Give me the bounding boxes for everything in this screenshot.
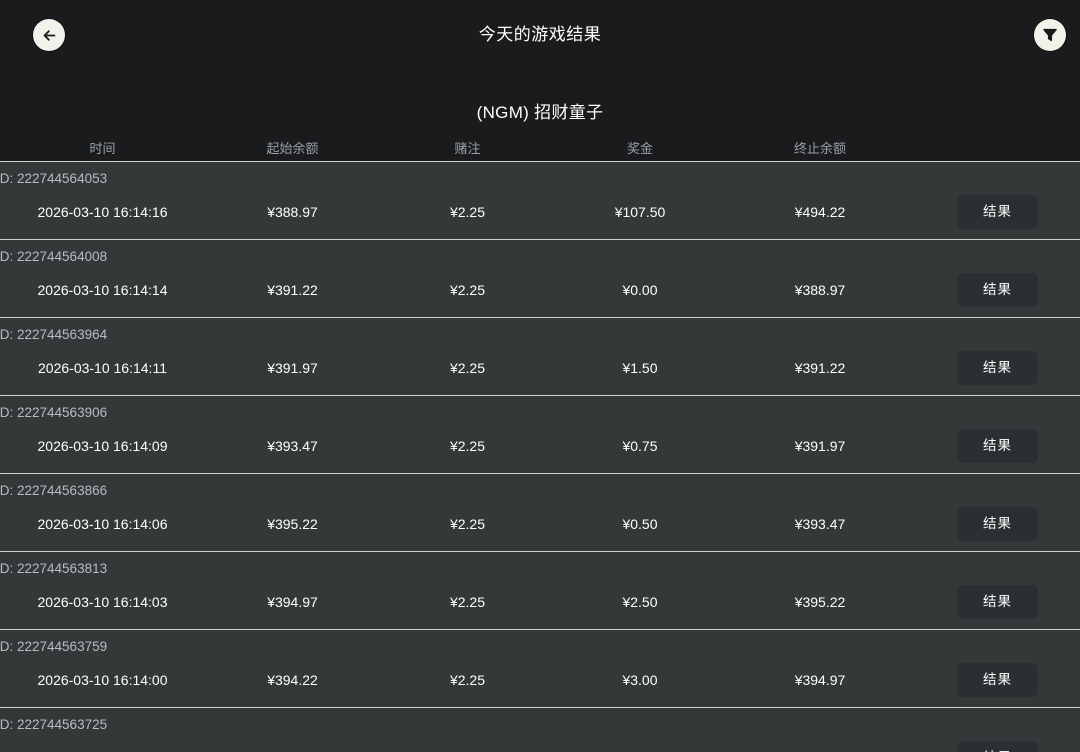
row-values: 2026-03-10 16:14:03 ¥394.97 ¥2.25 ¥2.50 ¥395… — [0, 580, 1080, 624]
cell-action: 结果 — [915, 351, 1080, 385]
cell-win: ¥0.50 — [622, 516, 658, 532]
row-id: ID: 222744563725 — [0, 717, 108, 732]
table-row[interactable]: ID: 222744563866 2026-03-10 16:14:06 ¥395.… — [0, 474, 1080, 552]
cell-bet: ¥2.25 — [449, 516, 486, 532]
cell-start-balance: ¥394.22 — [267, 672, 318, 688]
cell-action: 结果 — [915, 195, 1080, 229]
cell-end-balance: ¥394.22 — [725, 750, 915, 752]
cell-win: ¥2.50 — [622, 594, 658, 610]
cell-win: ¥3.00 — [622, 672, 658, 688]
cell-time: 2026-03-10 16:14:09 — [37, 438, 168, 454]
result-button[interactable]: 结果 — [957, 585, 1038, 619]
table-row[interactable]: ID: 222744563964 2026-03-10 16:14:11 ¥391.… — [0, 318, 1080, 396]
row-id: ID: 222744563813 — [0, 561, 108, 576]
result-button[interactable]: 结果 — [957, 351, 1038, 385]
row-id: ID: 222744563906 — [0, 405, 108, 420]
cell-action: 结果 — [915, 507, 1080, 541]
result-button[interactable]: 结果 — [957, 507, 1038, 541]
cell-start-balance: ¥395.22 — [267, 516, 318, 532]
arrow-left-icon — [41, 27, 58, 44]
cell-start-balance: ¥388.97 — [267, 204, 318, 220]
cell-bet: ¥2.25 — [449, 594, 486, 610]
cell-time: 2026-03-10 16:14:16 — [37, 204, 168, 220]
table-row[interactable]: ID: 222744563813 2026-03-10 16:14:03 ¥394.… — [0, 552, 1080, 630]
cell-time: 2026-03-10 16:13:58 — [0, 750, 205, 752]
cell-end-balance: ¥395.22 — [794, 594, 846, 610]
column-header-start-balance: 起始余额 — [266, 141, 319, 156]
cell-end-balance: ¥394.97 — [794, 672, 846, 688]
column-header-end-balance: 终止余额 — [793, 141, 846, 156]
cell-end-balance: ¥391.97 — [794, 438, 846, 454]
result-button[interactable]: 结果 — [957, 741, 1038, 752]
cell-action: 结果 — [915, 585, 1080, 619]
cell-end-balance: ¥393.47 — [794, 516, 846, 532]
column-header-win: 奖金 — [626, 141, 653, 156]
cell-time: 2026-03-10 16:14:11 — [38, 360, 167, 376]
results-table: 时间 起始余额 赌注 奖金 终止余额 ID: 222744564053 2026-… — [0, 129, 1080, 752]
cell-end-balance: ¥494.22 — [794, 204, 846, 220]
row-values: 2026-03-10 16:13:58¥396.47¥2.25¥0.00¥394… — [0, 736, 1080, 752]
cell-win: ¥0.00 — [622, 282, 658, 298]
cell-time: 2026-03-10 16:14:14 — [37, 282, 168, 298]
cell-bet: ¥2.25 — [449, 672, 486, 688]
top-bar: 今天的游戏结果 — [0, 0, 1080, 70]
cell-end-balance: ¥388.97 — [794, 282, 846, 298]
table-row[interactable]: ID: 222744563906 2026-03-10 16:14:09 ¥393.… — [0, 396, 1080, 474]
table-row[interactable]: ID: 222744563725 2026-03-10 16:13:58¥396.… — [0, 708, 1080, 752]
cell-bet: ¥2.25 — [449, 204, 486, 220]
cell-action: 结果 — [915, 429, 1080, 463]
table-body: ID: 222744564053 2026-03-10 16:14:16 ¥388.… — [0, 161, 1080, 752]
table-row[interactable]: ID: 222744564008 2026-03-10 16:14:14 ¥391.… — [0, 240, 1080, 318]
filter-button[interactable] — [1034, 19, 1066, 51]
row-values: 2026-03-10 16:14:06 ¥395.22 ¥2.25 ¥0.50 ¥393… — [0, 502, 1080, 546]
result-button[interactable]: 结果 — [957, 273, 1038, 307]
cell-time: 2026-03-10 16:14:06 — [37, 516, 168, 532]
row-values: 2026-03-10 16:14:09 ¥393.47 ¥2.25 ¥0.75 ¥391… — [0, 424, 1080, 468]
row-values: 2026-03-10 16:14:11 ¥391.97 ¥2.25 ¥1.50 ¥391… — [0, 346, 1080, 390]
cell-bet: ¥2.25 — [380, 750, 555, 752]
result-button[interactable]: 结果 — [957, 429, 1038, 463]
page-title: 今天的游戏结果 — [478, 25, 602, 44]
cell-action: 结果 — [915, 741, 1080, 752]
cell-win: ¥0.75 — [622, 438, 658, 454]
cell-action: 结果 — [915, 663, 1080, 697]
table-row[interactable]: ID: 222744564053 2026-03-10 16:14:16 ¥388.… — [0, 162, 1080, 240]
cell-bet: ¥2.25 — [449, 438, 486, 454]
table-row[interactable]: ID: 222744563759 2026-03-10 16:14:00 ¥394.… — [0, 630, 1080, 708]
cell-win: ¥0.00 — [555, 750, 725, 752]
cell-win: ¥1.50 — [622, 360, 658, 376]
result-button[interactable]: 结果 — [957, 663, 1038, 697]
cell-win: ¥107.50 — [614, 204, 666, 220]
row-id: ID: 222744564008 — [0, 249, 108, 264]
row-id: ID: 222744564053 — [0, 171, 108, 186]
back-button[interactable] — [33, 19, 65, 51]
row-values: 2026-03-10 16:14:14 ¥391.22 ¥2.25 ¥0.00 ¥388… — [0, 268, 1080, 312]
cell-bet: ¥2.25 — [449, 360, 486, 376]
cell-start-balance: ¥393.47 — [267, 438, 318, 454]
cell-start-balance: ¥394.97 — [267, 594, 318, 610]
cell-time: 2026-03-10 16:14:03 — [37, 594, 168, 610]
cell-start-balance: ¥396.47 — [205, 750, 380, 752]
cell-start-balance: ¥391.22 — [267, 282, 318, 298]
result-button[interactable]: 结果 — [957, 195, 1038, 229]
column-header-time: 时间 — [89, 141, 116, 156]
cell-start-balance: ¥391.97 — [267, 360, 318, 376]
row-values: 2026-03-10 16:14:00 ¥394.22 ¥2.25 ¥3.00 ¥394… — [0, 658, 1080, 702]
cell-end-balance: ¥391.22 — [794, 360, 846, 376]
row-id: ID: 222744563759 — [0, 639, 108, 654]
row-id: ID: 222744563964 — [0, 327, 108, 342]
funnel-filter-icon — [1042, 27, 1058, 43]
row-id: ID: 222744563866 — [0, 483, 108, 498]
game-name: (NGM) 招财童子 — [476, 103, 604, 122]
column-header-bet: 赌注 — [454, 141, 481, 156]
cell-action: 结果 — [915, 273, 1080, 307]
cell-time: 2026-03-10 16:14:00 — [37, 672, 168, 688]
cell-bet: ¥2.25 — [449, 282, 486, 298]
row-values: 2026-03-10 16:14:16 ¥388.97 ¥2.25 ¥107.50 ¥4… — [0, 190, 1080, 234]
table-header-row: 时间 起始余额 赌注 奖金 终止余额 — [0, 129, 1080, 161]
